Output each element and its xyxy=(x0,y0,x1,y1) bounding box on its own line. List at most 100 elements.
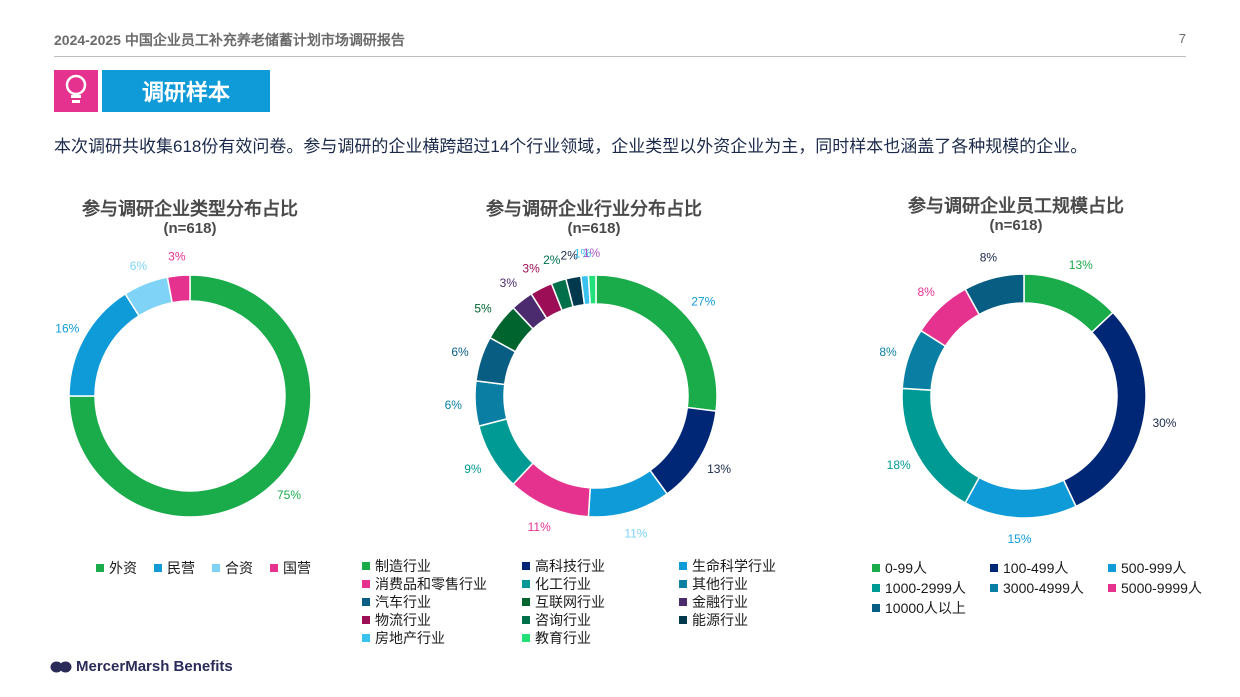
chart-2-slice-11 xyxy=(550,277,575,312)
legend-label: 其他行业 xyxy=(692,576,748,592)
legend-label: 咨询行业 xyxy=(535,612,591,628)
legend-label: 教育行业 xyxy=(535,630,591,646)
chart-2-data-label-2: 13% xyxy=(707,462,731,476)
chart-2-data-label-14: 1% xyxy=(583,246,601,260)
legend-label: 房地产行业 xyxy=(375,630,445,646)
chart-2-data-label-13: 1% xyxy=(574,247,592,261)
chart-3-slice-4 xyxy=(901,387,981,504)
legend-swatch xyxy=(362,562,370,570)
chart-2-legend-item: 金融行业 xyxy=(679,592,748,612)
chart-2-slice-4 xyxy=(512,462,592,518)
chart-2-slice-5 xyxy=(477,417,535,486)
chart-2-data-label-10: 3% xyxy=(522,262,540,276)
legend-swatch xyxy=(362,634,370,642)
legend-swatch xyxy=(96,564,104,572)
legend-label: 500-999人 xyxy=(1121,560,1187,576)
legend-swatch xyxy=(362,598,370,606)
legend-swatch xyxy=(270,564,278,572)
chart-3-slice-3 xyxy=(964,476,1077,519)
chart-2-slice-9 xyxy=(512,292,548,330)
chart-2-legend-item: 生命科学行业 xyxy=(679,556,776,576)
chart-2-legend-item: 咨询行业 xyxy=(522,610,591,630)
chart-3-legend-item: 100-499人 xyxy=(990,558,1068,578)
legend-label: 消费品和零售行业 xyxy=(375,576,487,592)
chart-2-slice-14 xyxy=(587,274,597,305)
chart-2-slice-2 xyxy=(649,406,717,495)
legend-swatch xyxy=(990,564,998,572)
legend-label: 汽车行业 xyxy=(375,594,431,610)
chart-2-legend-item: 高科技行业 xyxy=(522,556,605,576)
chart-2-data-label-5: 9% xyxy=(464,462,482,476)
legend-label: 化工行业 xyxy=(535,576,591,592)
legend-swatch xyxy=(1108,584,1116,592)
brand-logo: MercerMarsh Benefits xyxy=(50,658,233,675)
intro-text: 本次调研共收集618份有效问卷。参与调研的企业横跨超过14个行业领域，企业类型以… xyxy=(54,137,1088,156)
chart-2-slice-8 xyxy=(488,306,535,353)
chart-1-legend-item: 外资 xyxy=(96,558,137,578)
chart-3-data-label-2: 30% xyxy=(1152,416,1176,430)
legend-label: 制造行业 xyxy=(375,558,431,574)
legend-swatch xyxy=(212,564,220,572)
legend-label: 高科技行业 xyxy=(535,558,605,574)
chart-2-legend-item: 制造行业 xyxy=(362,556,431,576)
chart-1-legend-item: 民营 xyxy=(154,558,195,578)
chart-2-slice-6 xyxy=(474,379,508,428)
chart-2-slice-3 xyxy=(587,469,669,518)
chart-2-slice-1 xyxy=(595,274,718,413)
chart-3-data-label-4: 18% xyxy=(887,458,911,472)
chart-1-slice-1 xyxy=(68,274,312,518)
chart-2-slice-12 xyxy=(564,275,586,308)
chart-3-legend-item: 5000-9999人 xyxy=(1108,578,1202,598)
brand-mark-icon xyxy=(50,661,72,672)
legend-label: 0-99人 xyxy=(885,560,928,576)
chart-1-legend-item: 国营 xyxy=(270,558,311,578)
chart-2-data-label-4: 11% xyxy=(528,520,551,534)
legend-swatch xyxy=(154,564,162,572)
header-divider xyxy=(54,56,1186,57)
chart-2-data-label-11: 2% xyxy=(543,253,561,267)
legend-swatch xyxy=(522,598,530,606)
chart-2-data-label-6: 6% xyxy=(445,398,463,412)
chart-3-legend-item: 3000-4999人 xyxy=(990,578,1084,598)
legend-label: 民营 xyxy=(167,560,195,576)
chart-3-data-label-1: 13% xyxy=(1069,258,1093,272)
legend-label: 10000人以上 xyxy=(885,600,966,616)
chart-1-subtitle: (n=618) xyxy=(163,220,217,237)
page-number: 7 xyxy=(1178,31,1186,46)
chart-3-legend-item: 0-99人 xyxy=(872,558,927,578)
chart-2-subtitle: (n=618) xyxy=(567,220,621,237)
legend-label: 能源行业 xyxy=(692,612,748,628)
chart-1-data-label-4: 3% xyxy=(168,250,186,264)
legend-label: 生命科学行业 xyxy=(692,558,776,574)
chart-1-data-label-3: 6% xyxy=(130,259,148,273)
legend-label: 物流行业 xyxy=(375,612,431,628)
chart-2-title: 参与调研企业行业分布占比 xyxy=(486,199,702,219)
chart-2-legend-item: 化工行业 xyxy=(522,574,591,594)
chart-3-data-label-6: 8% xyxy=(917,285,935,299)
brand-name: MercerMarsh Benefits xyxy=(76,658,233,675)
legend-swatch xyxy=(872,564,880,572)
bulb-icon xyxy=(54,70,98,112)
chart-1-title: 参与调研企业类型分布占比 xyxy=(82,199,298,219)
legend-swatch xyxy=(522,616,530,624)
legend-swatch xyxy=(872,604,880,612)
chart-2-legend-item: 能源行业 xyxy=(679,610,748,630)
chart-1-slice-3 xyxy=(124,276,174,317)
legend-label: 1000-2999人 xyxy=(885,580,966,596)
chart-2-legend-item: 房地产行业 xyxy=(362,628,445,648)
legend-swatch xyxy=(679,580,687,588)
chart-1-data-label-1: 75% xyxy=(277,488,301,502)
report-title: 2024-2025 中国企业员工补充养老储蓄计划市场调研报告 xyxy=(54,32,405,48)
chart-3-slice-5 xyxy=(901,329,947,391)
chart-2-data-label-3: 11% xyxy=(624,526,647,540)
chart-2-data-label-9: 3% xyxy=(500,276,518,290)
chart-2-data-label-7: 6% xyxy=(451,345,469,359)
section-title: 调研样本 xyxy=(102,70,270,112)
chart-2-legend-item: 互联网行业 xyxy=(522,592,605,612)
chart-3-slice-2 xyxy=(1062,311,1147,508)
legend-swatch xyxy=(362,616,370,624)
chart-3-legend-item: 1000-2999人 xyxy=(872,578,966,598)
legend-swatch xyxy=(522,634,530,642)
chart-3-slice-1 xyxy=(1023,273,1114,334)
legend-label: 互联网行业 xyxy=(535,594,605,610)
